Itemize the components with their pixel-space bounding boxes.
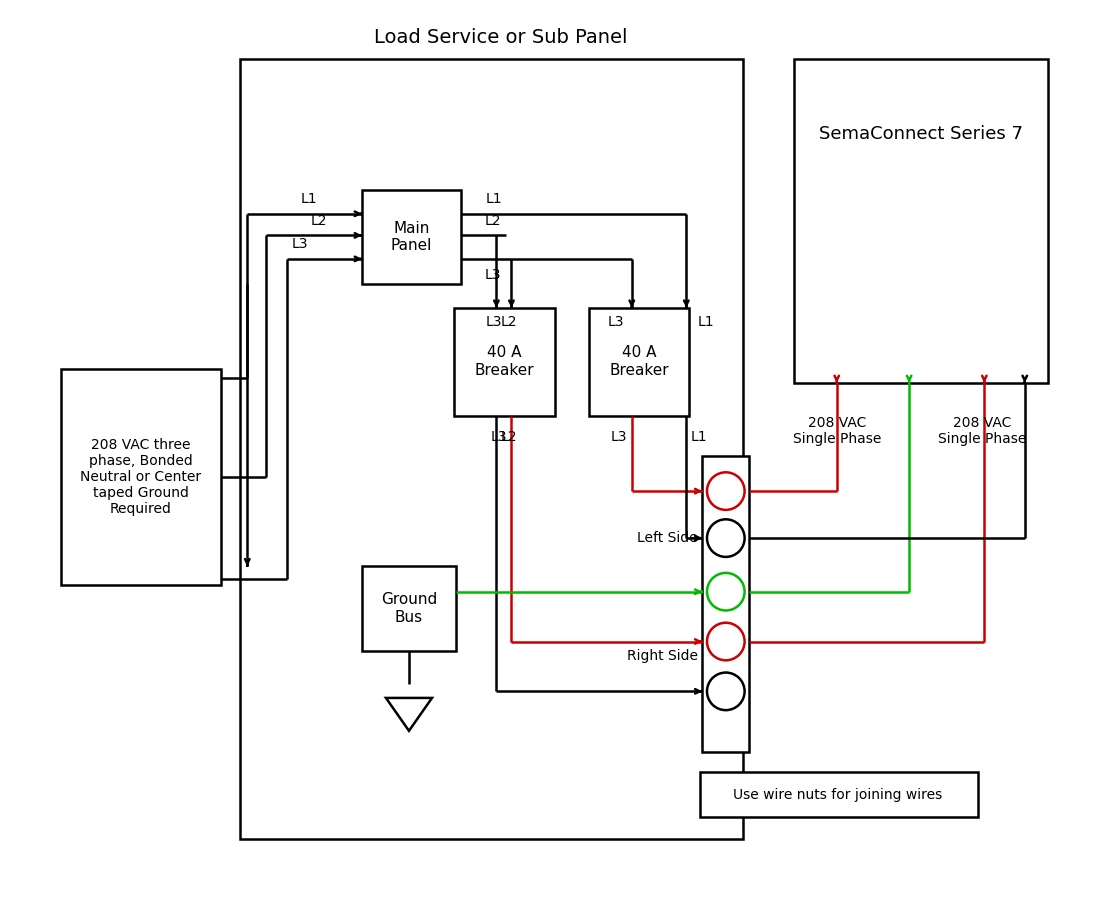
Text: Left Side: Left Side (637, 532, 697, 545)
Text: SemaConnect Series 7: SemaConnect Series 7 (820, 125, 1023, 143)
Text: L2: L2 (502, 315, 518, 329)
Text: L1: L1 (697, 315, 714, 329)
Text: Load Service or Sub Panel: Load Service or Sub Panel (374, 28, 627, 47)
Text: L2: L2 (484, 214, 500, 228)
Text: L2: L2 (310, 214, 327, 228)
Text: L3: L3 (485, 315, 502, 329)
Text: Use wire nuts for joining wires: Use wire nuts for joining wires (733, 788, 943, 802)
Bar (362, 190, 461, 284)
Text: 208 VAC
Single Phase: 208 VAC Single Phase (938, 416, 1026, 446)
Text: L3: L3 (484, 268, 500, 282)
Text: L3: L3 (292, 238, 308, 251)
Bar (590, 307, 689, 416)
Text: Ground
Bus: Ground Bus (381, 592, 437, 625)
Text: L3: L3 (608, 315, 625, 329)
Bar (454, 307, 554, 416)
Bar (794, 59, 1048, 383)
Bar (362, 566, 456, 651)
Text: L3: L3 (610, 430, 627, 444)
Text: 208 VAC three
phase, Bonded
Neutral or Center
taped Ground
Required: 208 VAC three phase, Bonded Neutral or C… (80, 437, 201, 516)
Text: L1: L1 (691, 430, 707, 444)
Text: L1: L1 (485, 192, 502, 206)
Text: Main
Panel: Main Panel (390, 221, 432, 253)
Bar (701, 772, 978, 817)
Text: 40 A
Breaker: 40 A Breaker (609, 346, 669, 377)
Text: 40 A
Breaker: 40 A Breaker (474, 346, 535, 377)
Text: L2: L2 (502, 430, 518, 444)
Text: L3: L3 (491, 430, 507, 444)
Bar (240, 59, 743, 839)
Bar (702, 456, 749, 752)
Bar (62, 369, 221, 585)
Text: L1: L1 (301, 192, 318, 206)
Text: 208 VAC
Single Phase: 208 VAC Single Phase (792, 416, 881, 446)
Text: Right Side: Right Side (627, 649, 697, 663)
